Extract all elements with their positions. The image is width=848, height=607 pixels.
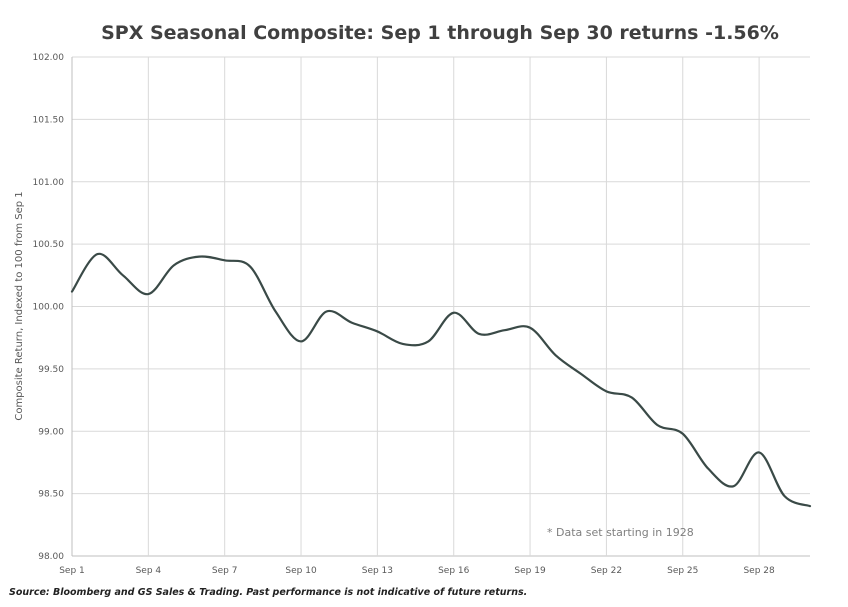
y-tick-label: 98.50 bbox=[38, 490, 64, 500]
y-tick-label: 99.50 bbox=[38, 365, 64, 375]
x-tick-label: Sep 4 bbox=[136, 566, 162, 576]
x-tick-label: Sep 19 bbox=[514, 566, 546, 576]
source-note: Source: Bloomberg and GS Sales & Trading… bbox=[9, 587, 527, 598]
y-tick-labels: 98.00 98.50 99.00 99.50 100.00 100.50 101.00 10… bbox=[33, 53, 65, 562]
y-tick-label: 98.00 bbox=[38, 552, 64, 562]
series-group bbox=[70, 252, 812, 508]
grid-lines bbox=[71, 56, 810, 557]
y-tick-label: 101.50 bbox=[33, 115, 65, 125]
x-tick-label: Sep 7 bbox=[212, 566, 238, 576]
x-tick-label: Sep 25 bbox=[667, 566, 698, 576]
y-tick-label: 101.00 bbox=[33, 178, 65, 188]
x-tick-label: Sep 1 bbox=[59, 566, 85, 576]
y-axis-label: Composite Return, Indexed to 100 from Se… bbox=[14, 191, 25, 420]
chart-title: SPX Seasonal Composite: Sep 1 through Se… bbox=[101, 22, 779, 44]
y-tick-label: 100.50 bbox=[33, 240, 65, 250]
chart-annotation: * Data set starting in 1928 bbox=[547, 526, 694, 539]
x-tick-labels: Sep 1 Sep 4 Sep 7 Sep 10 Sep 13 Sep 16 Sep 19 S… bbox=[59, 566, 775, 576]
x-tick-label: Sep 10 bbox=[285, 566, 317, 576]
x-tick-label: Sep 28 bbox=[743, 566, 775, 576]
y-tick-label: 99.00 bbox=[38, 427, 64, 437]
y-tick-label: 102.00 bbox=[33, 53, 65, 63]
y-tick-label: 100.00 bbox=[33, 303, 65, 313]
x-tick-label: Sep 16 bbox=[438, 566, 470, 576]
x-tick-label: Sep 13 bbox=[362, 566, 393, 576]
series-line bbox=[70, 252, 812, 508]
x-tick-label: Sep 22 bbox=[591, 566, 622, 576]
